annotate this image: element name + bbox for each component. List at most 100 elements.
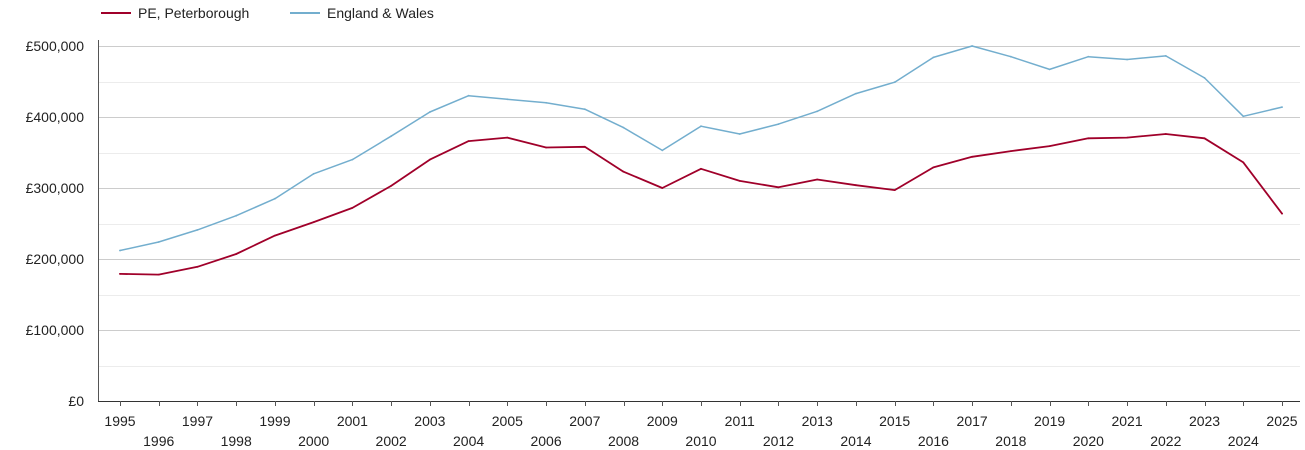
data-point — [1048, 145, 1051, 148]
x-tick-label: 2021 — [1111, 413, 1142, 429]
data-point — [1087, 55, 1090, 58]
x-tick-label: 2003 — [414, 413, 445, 429]
data-point — [390, 185, 392, 187]
x-tick-label: 2019 — [1034, 413, 1065, 429]
data-point — [738, 180, 741, 182]
x-tick-label: 2024 — [1228, 433, 1259, 449]
data-point — [312, 221, 315, 224]
x-tick-label: 2020 — [1073, 433, 1104, 449]
data-point — [1087, 137, 1090, 140]
data-point — [971, 155, 973, 158]
legend-label: England & Wales — [327, 5, 434, 21]
data-point — [583, 108, 586, 111]
x-tick-label: 2013 — [802, 413, 833, 429]
data-point — [1010, 150, 1012, 153]
data-point — [545, 146, 547, 149]
x-tick-label: 2025 — [1266, 413, 1297, 429]
x-tick-label: 2006 — [530, 433, 561, 449]
data-point — [467, 140, 470, 143]
x-tick-label: 2010 — [685, 433, 716, 449]
data-point — [390, 135, 392, 138]
x-tick-label: 2009 — [647, 413, 678, 429]
data-point — [1281, 212, 1283, 215]
x-tick-label: 2023 — [1189, 413, 1220, 429]
x-tick-label: 2015 — [879, 413, 910, 429]
y-tick-label: £500,000 — [26, 38, 85, 54]
data-point — [855, 92, 857, 95]
data-point — [622, 170, 625, 173]
data-point — [351, 158, 354, 161]
data-point — [1126, 136, 1128, 139]
x-tick-label: 1996 — [143, 433, 174, 449]
x-tick-label: 2017 — [957, 413, 988, 429]
y-tick-label: £100,000 — [26, 322, 85, 338]
x-tick-label: 2005 — [492, 413, 523, 429]
x-tick-label: 2001 — [337, 413, 368, 429]
x-tick-label: 2011 — [725, 413, 755, 429]
data-point — [932, 56, 935, 59]
data-point — [1203, 137, 1206, 140]
legend-label: PE, Peterborough — [138, 5, 249, 21]
data-point — [893, 189, 896, 192]
series-lines — [119, 45, 1283, 276]
y-tick-label: £0 — [68, 393, 84, 409]
data-point — [816, 110, 819, 113]
data-point — [661, 187, 664, 189]
data-point — [157, 273, 160, 276]
data-point — [1203, 77, 1206, 79]
y-axis-labels: £0 £100,000 £200,000 £300,000 £400,000 £500,0… — [26, 38, 85, 409]
data-point — [119, 249, 121, 252]
data-point — [1281, 106, 1283, 108]
x-tick-label: 1995 — [104, 413, 135, 429]
data-point — [157, 241, 160, 243]
data-point — [855, 184, 857, 187]
data-point — [119, 273, 121, 275]
data-point — [274, 197, 276, 200]
data-point — [506, 98, 509, 101]
data-point — [274, 234, 276, 237]
x-tick-label: 2002 — [376, 433, 407, 449]
data-point — [622, 126, 625, 129]
x-tick-label: 2014 — [840, 433, 871, 449]
x-tick-label: 2016 — [918, 433, 949, 449]
data-point — [738, 133, 741, 135]
y-tick-label: £300,000 — [26, 180, 85, 196]
data-point — [196, 265, 199, 268]
x-tick-label: 2000 — [298, 433, 329, 449]
data-point — [312, 172, 315, 175]
data-point — [777, 123, 780, 125]
x-tick-label: 2007 — [569, 413, 600, 429]
data-point — [1010, 55, 1012, 58]
series-line — [119, 133, 1283, 276]
data-point — [351, 207, 354, 209]
x-tick-label: 2022 — [1150, 433, 1181, 449]
x-tick-label: 1998 — [221, 433, 252, 449]
data-point — [429, 111, 431, 113]
data-point — [583, 145, 586, 148]
data-point — [1242, 115, 1245, 118]
x-tick-label: 2012 — [763, 433, 794, 449]
y-tick-label: £200,000 — [26, 251, 85, 267]
data-point — [235, 253, 238, 255]
data-point — [1126, 58, 1128, 61]
data-point — [1048, 68, 1051, 71]
data-point — [196, 229, 199, 231]
data-point — [971, 45, 973, 47]
data-point — [1164, 133, 1167, 135]
legend: PE, Peterborough England & Wales — [101, 5, 434, 21]
x-tick-label: 1997 — [182, 413, 213, 429]
data-point — [545, 101, 547, 104]
data-point — [700, 125, 702, 128]
data-point — [1242, 161, 1245, 164]
data-point — [777, 186, 780, 189]
x-tick-label: 2018 — [995, 433, 1026, 449]
x-tick-label: 1999 — [259, 413, 290, 429]
x-tick-label: 2004 — [453, 433, 484, 449]
data-point — [429, 158, 431, 161]
x-tick-label: 2008 — [608, 433, 639, 449]
data-point — [467, 94, 470, 97]
data-point — [893, 81, 896, 84]
data-point — [506, 136, 509, 139]
data-point — [700, 167, 702, 170]
